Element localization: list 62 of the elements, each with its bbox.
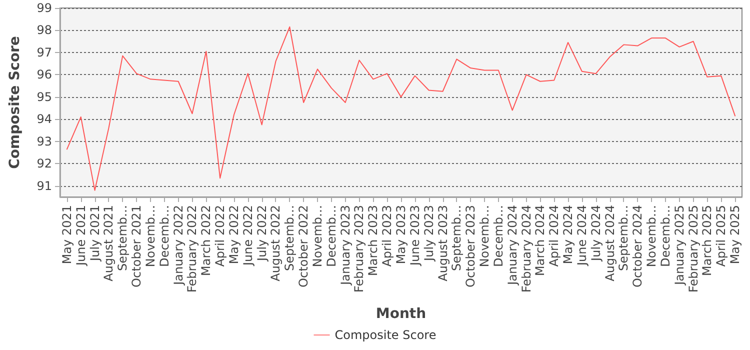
x-tick-label: May 2025 (728, 205, 742, 264)
x-tick-label: February 2023 (352, 205, 366, 293)
y-axis-title: Composite Score (7, 36, 23, 169)
y-tick-label: 97 (36, 45, 52, 60)
x-tick-label: Decemb… (324, 205, 338, 267)
y-tick-label: 96 (36, 68, 52, 82)
x-tick-label: January 2024 (505, 205, 520, 286)
x-tick-label: October 2024 (630, 205, 645, 288)
x-tick-label: April 2023 (380, 205, 394, 267)
y-tick-label: 95 (36, 90, 52, 104)
x-tick-label: July 2021 (88, 205, 102, 262)
x-tick-label: October 2022 (296, 205, 311, 288)
x-tick-label: April 2022 (213, 205, 228, 267)
x-tick-label: Decemb… (658, 205, 672, 267)
x-tick-label: July 2024 (588, 205, 603, 262)
x-tick-label: March 2022 (199, 205, 214, 276)
x-tick-label: July 2023 (422, 205, 436, 262)
y-tick-label: 93 (36, 134, 52, 148)
x-tick-label: May 2023 (394, 205, 408, 264)
x-tick-label: May 2022 (226, 205, 241, 264)
x-tick-label: Novemb… (143, 205, 158, 268)
x-tick-label: Septemb… (450, 205, 464, 272)
x-tick-label: October 2021 (130, 205, 144, 288)
x-tick-label: March 2025 (700, 205, 714, 276)
x-tick-label: Novemb… (478, 205, 492, 268)
y-tick-label: 91 (36, 178, 52, 193)
x-tick-label: August 2022 (268, 205, 283, 282)
x-tick-label: Septemb… (282, 205, 297, 272)
x-tick-label: June 2021 (74, 205, 88, 266)
line-series (66, 26, 736, 191)
x-tick-label: Novemb… (644, 205, 659, 268)
y-tick-label: 98 (36, 23, 52, 38)
x-tick-label: February 2025 (686, 205, 700, 293)
x-tick-label: April 2025 (714, 205, 728, 267)
x-tick-label: October 2023 (464, 205, 478, 288)
x-tick-label: January 2022 (171, 205, 186, 286)
x-tick-label: March 2023 (366, 205, 380, 276)
x-tick-label: January 2023 (338, 205, 352, 286)
x-tick-label: May 2024 (561, 205, 576, 264)
x-tick-label: Septemb… (616, 205, 631, 272)
x-axis-title: Month (376, 306, 426, 322)
x-tick-label: July 2022 (254, 205, 269, 262)
x-tick-label: Decemb… (157, 205, 172, 267)
x-tick-label: August 2023 (436, 205, 450, 282)
y-tick-label: 99 (36, 1, 52, 15)
x-tick-label: April 2024 (547, 205, 562, 267)
x-tick-label: January 2025 (672, 205, 686, 286)
x-tick-label: August 2024 (602, 205, 617, 282)
x-tick-label: Septemb… (116, 205, 130, 272)
x-tick-label: June 2022 (240, 205, 255, 266)
legend-label: Composite Score (334, 328, 436, 342)
x-tick-label: Decemb… (491, 205, 506, 267)
x-tick-label: May 2021 (60, 205, 74, 264)
y-tick-label: 92 (36, 156, 52, 171)
x-tick-label: June 2023 (408, 205, 422, 266)
x-tick-label: February 2022 (185, 205, 200, 293)
x-tick-label: Novemb… (310, 205, 324, 268)
x-tick-label: February 2024 (519, 205, 534, 293)
x-tick-label: March 2024 (533, 205, 548, 276)
y-tick-label: 94 (36, 112, 52, 126)
x-tick-label: June 2024 (574, 205, 589, 266)
x-tick-label: August 2021 (102, 205, 116, 282)
